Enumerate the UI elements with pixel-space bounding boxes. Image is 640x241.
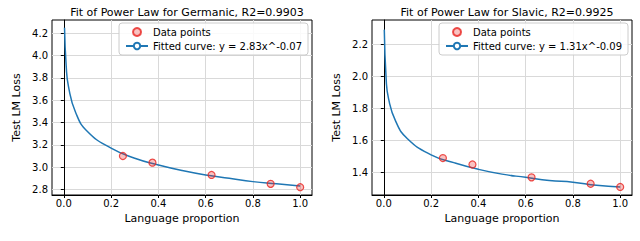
- svg-text:4.0: 4.0: [32, 50, 48, 61]
- svg-text:3.4: 3.4: [32, 117, 48, 128]
- svg-text:Fitted curve: y = 1.31x^-0.09: Fitted curve: y = 1.31x^-0.09: [473, 41, 622, 52]
- svg-text:4.2: 4.2: [32, 28, 48, 39]
- svg-text:Fitted curve: y = 2.83x^-0.07: Fitted curve: y = 2.83x^-0.07: [153, 41, 302, 52]
- svg-text:Fit of Power Law for Slavic, R: Fit of Power Law for Slavic, R2=0.9925: [401, 6, 614, 19]
- svg-text:1.0: 1.0: [292, 198, 308, 209]
- svg-text:1.8: 1.8: [352, 103, 368, 114]
- svg-text:0.2: 0.2: [423, 198, 439, 209]
- svg-text:3.2: 3.2: [32, 139, 48, 150]
- svg-text:3.0: 3.0: [32, 162, 48, 173]
- svg-text:Language proportion: Language proportion: [444, 212, 559, 225]
- svg-text:Test LM Loss: Test LM Loss: [330, 73, 343, 143]
- svg-text:0.6: 0.6: [198, 198, 214, 209]
- svg-text:Data points: Data points: [473, 27, 531, 38]
- svg-text:1.0: 1.0: [612, 198, 628, 209]
- svg-text:0.0: 0.0: [56, 198, 72, 209]
- svg-text:0.0: 0.0: [376, 198, 392, 209]
- svg-text:0.8: 0.8: [565, 198, 581, 209]
- svg-text:0.4: 0.4: [470, 198, 486, 209]
- svg-text:2.2: 2.2: [352, 39, 368, 50]
- svg-text:0.8: 0.8: [245, 198, 261, 209]
- svg-text:Data points: Data points: [153, 27, 211, 38]
- svg-text:Test LM Loss: Test LM Loss: [10, 73, 23, 143]
- svg-text:Fit of Power Law for Germanic,: Fit of Power Law for Germanic, R2=0.9903: [70, 6, 304, 19]
- svg-text:0.6: 0.6: [518, 198, 534, 209]
- svg-text:Language proportion: Language proportion: [124, 212, 239, 225]
- svg-text:1.4: 1.4: [352, 167, 368, 178]
- svg-text:0.2: 0.2: [103, 198, 119, 209]
- svg-text:0.4: 0.4: [150, 198, 166, 209]
- svg-text:3.6: 3.6: [32, 95, 48, 106]
- svg-text:1.6: 1.6: [352, 135, 368, 146]
- svg-text:3.8: 3.8: [32, 72, 48, 83]
- svg-text:2.0: 2.0: [352, 71, 368, 82]
- svg-text:2.8: 2.8: [32, 184, 48, 195]
